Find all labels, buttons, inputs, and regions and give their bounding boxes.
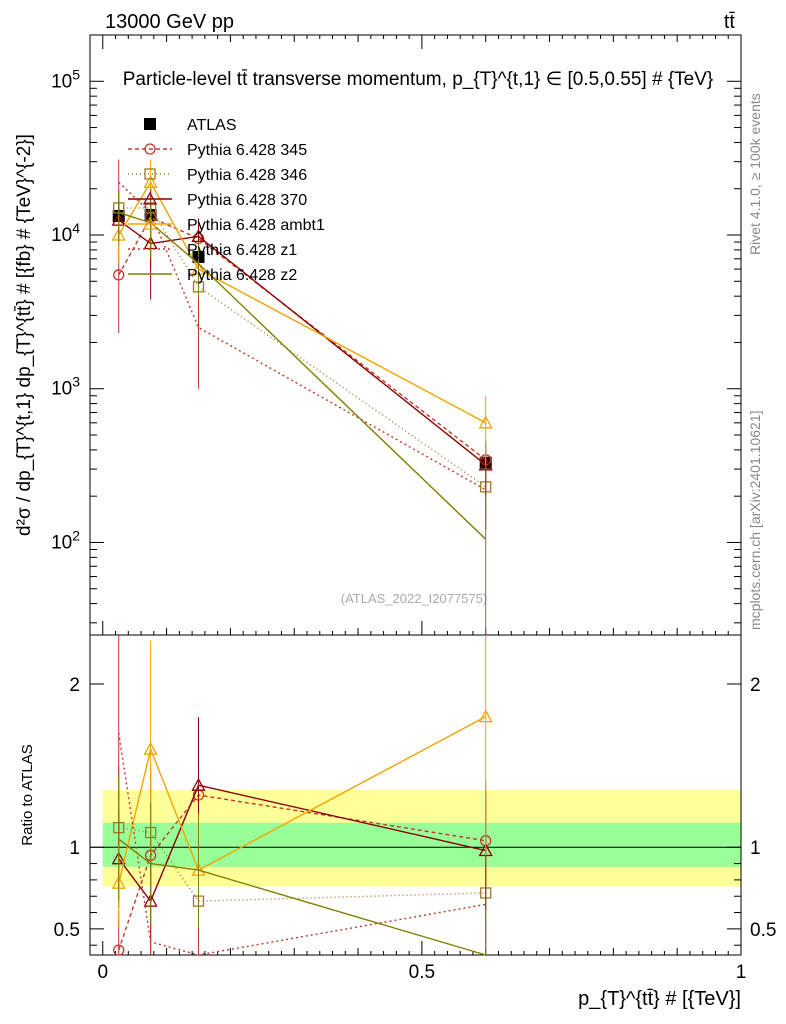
ratio-axis-ticks: 0.5 0.5 1 1 2 2 xyxy=(54,675,776,946)
main-y-axis-label: d²σ / dp_{T}^{t,1} dp_{T}^{tt̄} # [{fb} … xyxy=(14,134,35,536)
ratio-point xyxy=(191,777,206,791)
x-axis-label: p_{T}^{tt̄} # [{TeV}] xyxy=(578,988,741,1010)
y-tick-label: 104 xyxy=(51,220,80,246)
legend-marker xyxy=(144,143,156,155)
series-line xyxy=(118,180,487,424)
x-tick-label: 0.5 xyxy=(409,962,435,983)
analysis-watermark: (ATLAS_2022_I2077575) xyxy=(341,591,487,606)
legend: ATLAS Pythia 6.428 345 Pythia 6.428 346 Pyt… xyxy=(128,117,325,284)
ratio-line xyxy=(118,826,486,902)
legend-marker xyxy=(142,191,158,205)
series-line xyxy=(118,207,487,488)
ratio-uncertainty-bands xyxy=(90,790,741,887)
series-atlas xyxy=(112,208,492,469)
data-point xyxy=(143,175,158,189)
x-tick-label: 0 xyxy=(97,962,108,983)
chart-title: Particle-level tt̄ transverse momentum, … xyxy=(123,69,714,90)
legend-label: Pythia 6.428 370 xyxy=(187,192,307,209)
mcplots-label: mcplots.cern.ch [arXiv:2401.10621] xyxy=(747,411,763,630)
ratio-y-tick-label: 2 xyxy=(69,675,80,696)
legend-marker xyxy=(144,168,156,180)
ratio-line xyxy=(118,784,486,903)
series-line xyxy=(118,216,487,461)
data-point xyxy=(113,269,125,281)
ratio-plot-frame xyxy=(89,634,742,956)
ratio-point xyxy=(113,944,125,956)
process-label: tt̄ xyxy=(724,11,736,33)
legend-label: Pythia 6.428 346 xyxy=(187,167,307,184)
energy-label: 13000 GeV pp xyxy=(105,11,234,33)
y-tick-label: 102 xyxy=(51,527,80,553)
ratio-y-tick-label: 1 xyxy=(69,838,80,859)
ratio-line xyxy=(118,732,486,956)
main-axis-ticks: 102 103 104 105 0 0.5 1 xyxy=(51,34,747,983)
legend-label: Pythia 6.428 ambt1 xyxy=(187,217,325,234)
legend-label: Pythia 6.428 345 xyxy=(187,142,307,159)
ratio-line xyxy=(118,716,487,884)
ratio-point xyxy=(478,709,493,723)
ratio-y-tick-label-right: 2 xyxy=(750,675,761,696)
inner-band xyxy=(102,822,741,867)
ratio-y-tick-label-right: 1 xyxy=(750,838,761,859)
y-tick-label: 103 xyxy=(51,374,80,400)
series-pythia-6-428-z1 xyxy=(118,159,487,531)
series-pythia-6-428-346 xyxy=(113,187,492,525)
series-line xyxy=(118,181,487,491)
ratio-y-tick-label: 0.5 xyxy=(54,920,80,941)
legend-label: Pythia 6.428 z1 xyxy=(187,242,297,259)
legend-label: Pythia 6.428 z2 xyxy=(187,267,297,284)
data-point xyxy=(478,415,493,429)
y-tick-label: 105 xyxy=(51,66,80,92)
ratio-y-tick-label-right: 0.5 xyxy=(750,920,776,941)
x-tick-label: 1 xyxy=(736,962,747,983)
series-pythia-6-428-ambt1 xyxy=(111,159,493,470)
ratio-y-axis-label: Ratio to ATLAS xyxy=(19,744,36,845)
series-line xyxy=(118,211,487,540)
legend-marker xyxy=(142,216,158,230)
ratio-series-pythia-6-428-z2 xyxy=(118,777,487,956)
ratio-series-layer xyxy=(111,635,493,956)
ratio-line xyxy=(118,838,486,956)
legend-marker xyxy=(144,118,156,130)
series-line xyxy=(118,219,487,466)
ratio-point xyxy=(143,741,158,755)
data-point xyxy=(191,228,206,242)
series-pythia-6-428-z2 xyxy=(118,192,487,635)
rivet-label: Rivet 4.1.0, ≥ 100k events xyxy=(747,93,763,255)
legend-label: ATLAS xyxy=(187,117,237,134)
